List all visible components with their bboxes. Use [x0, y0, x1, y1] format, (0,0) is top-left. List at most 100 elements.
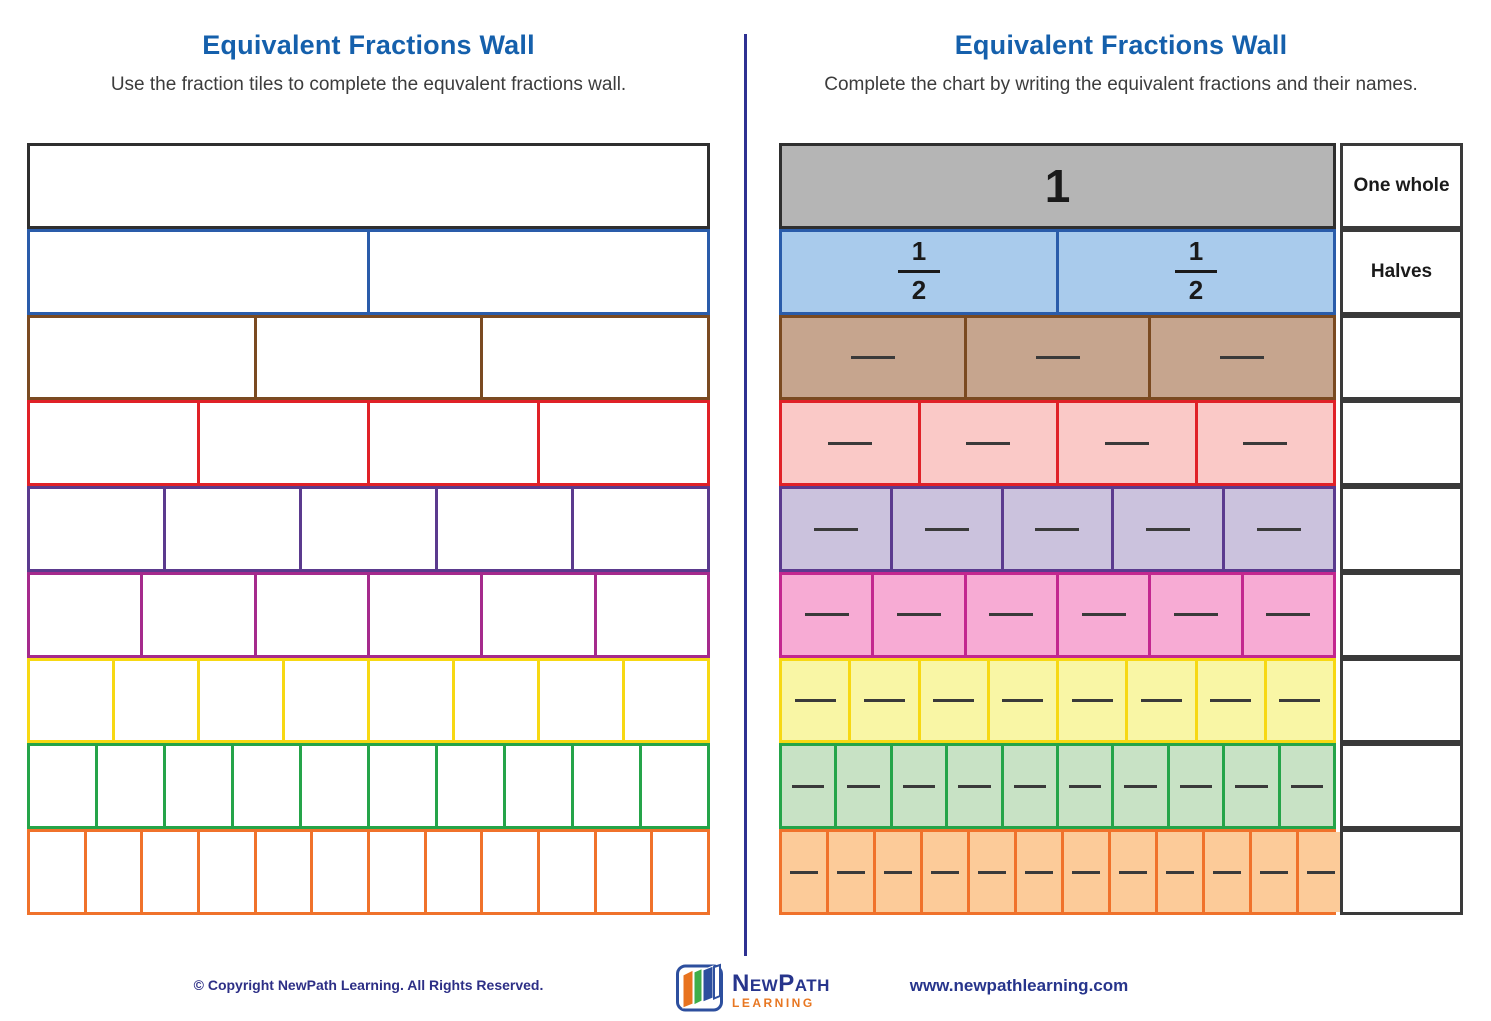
right-tenths-cell-9[interactable]: [1225, 746, 1281, 827]
blank-answer-line[interactable]: [1140, 699, 1182, 703]
right-sixths-cell-6[interactable]: [1243, 574, 1333, 655]
blank-answer-line[interactable]: [1173, 613, 1218, 617]
left-tenths-cell-4[interactable]: [234, 746, 302, 827]
blank-answer-line[interactable]: [1220, 355, 1265, 359]
left-fifths-cell-1[interactable]: [30, 489, 166, 569]
left-fifths-cell-2[interactable]: [166, 489, 302, 569]
fraction-name-box-twelfths[interactable]: [1340, 829, 1463, 916]
right-eighths-cell-1[interactable]: [782, 660, 852, 741]
left-fourths-cell-2[interactable]: [200, 403, 370, 484]
blank-answer-line[interactable]: [1002, 699, 1044, 703]
left-thirds-cell-1[interactable]: [30, 317, 257, 398]
blank-answer-line[interactable]: [1307, 870, 1335, 874]
right-tenths-cell-5[interactable]: [1003, 746, 1060, 827]
blank-answer-line[interactable]: [1081, 613, 1126, 617]
left-tenths-cell-2[interactable]: [98, 746, 166, 827]
left-eighths-cell-2[interactable]: [115, 660, 200, 741]
right-thirds-cell-2[interactable]: [966, 317, 1152, 398]
blank-answer-line[interactable]: [1235, 784, 1268, 788]
left-eighths-cell-1[interactable]: [30, 660, 115, 741]
right-twelfths-cell-6[interactable]: [1017, 832, 1064, 913]
right-sixths-cell-1[interactable]: [782, 574, 875, 655]
blank-answer-line[interactable]: [1210, 699, 1252, 703]
left-sixths-cell-6[interactable]: [597, 575, 707, 655]
left-tenths-cell-9[interactable]: [574, 746, 642, 827]
fraction-name-box-tenths[interactable]: [1340, 743, 1463, 830]
blank-answer-line[interactable]: [794, 699, 836, 703]
fraction-name-box-fourths[interactable]: [1340, 400, 1463, 487]
left-tenths-cell-5[interactable]: [302, 746, 370, 827]
blank-answer-line[interactable]: [989, 613, 1034, 617]
right-sixths-cell-4[interactable]: [1058, 574, 1152, 655]
right-twelfths-cell-5[interactable]: [970, 832, 1017, 913]
right-tenths-cell-7[interactable]: [1114, 746, 1170, 827]
right-twelfths-cell-7[interactable]: [1064, 832, 1111, 913]
blank-answer-line[interactable]: [902, 784, 936, 788]
left-twelfths-cell-4[interactable]: [200, 832, 257, 913]
left-halves-cell-1[interactable]: [30, 231, 370, 312]
left-sixths-cell-2[interactable]: [143, 574, 257, 655]
blank-answer-line[interactable]: [931, 870, 959, 874]
left-eighths-cell-6[interactable]: [455, 660, 540, 741]
right-fifths-cell-1[interactable]: [782, 489, 893, 569]
blank-answer-line[interactable]: [1104, 441, 1149, 445]
left-one-whole-cell-1[interactable]: [30, 146, 707, 226]
right-fourths-cell-4[interactable]: [1197, 403, 1333, 484]
blank-answer-line[interactable]: [1213, 870, 1241, 874]
left-twelfths-cell-9[interactable]: [483, 832, 541, 913]
right-twelfths-cell-1[interactable]: [782, 832, 829, 913]
blank-answer-line[interactable]: [1035, 527, 1080, 531]
blank-answer-line[interactable]: [1068, 784, 1102, 788]
blank-answer-line[interactable]: [933, 699, 975, 703]
blank-answer-line[interactable]: [1035, 355, 1080, 359]
blank-answer-line[interactable]: [1243, 441, 1288, 445]
left-sixths-cell-3[interactable]: [257, 574, 370, 655]
blank-answer-line[interactable]: [813, 527, 858, 531]
blank-answer-line[interactable]: [924, 527, 969, 531]
blank-answer-line[interactable]: [1290, 784, 1324, 788]
fraction-name-box-thirds[interactable]: [1340, 314, 1463, 401]
right-sixths-cell-2[interactable]: [874, 574, 967, 655]
right-tenths-cell-6[interactable]: [1059, 746, 1115, 827]
blank-answer-line[interactable]: [896, 613, 941, 617]
left-fourths-cell-3[interactable]: [370, 403, 540, 484]
left-fifths-cell-4[interactable]: [438, 489, 574, 569]
right-eighths-cell-5[interactable]: [1059, 660, 1129, 741]
left-sixths-cell-1[interactable]: [30, 574, 144, 655]
left-twelfths-cell-7[interactable]: [370, 832, 427, 913]
left-twelfths-cell-3[interactable]: [143, 832, 201, 913]
left-thirds-cell-3[interactable]: [483, 318, 707, 398]
left-eighths-cell-3[interactable]: [200, 660, 285, 741]
left-fourths-cell-4[interactable]: [540, 403, 707, 483]
right-tenths-cell-2[interactable]: [837, 746, 893, 827]
left-twelfths-cell-2[interactable]: [87, 832, 144, 913]
blank-answer-line[interactable]: [1124, 784, 1157, 788]
left-tenths-cell-8[interactable]: [506, 746, 574, 827]
blank-answer-line[interactable]: [791, 784, 825, 788]
right-fourths-cell-1[interactable]: [782, 403, 921, 484]
left-eighths-cell-7[interactable]: [540, 660, 625, 741]
blank-answer-line[interactable]: [1257, 527, 1302, 531]
blank-answer-line[interactable]: [863, 699, 905, 703]
blank-answer-line[interactable]: [804, 613, 849, 617]
fraction-name-box-eighths[interactable]: [1340, 657, 1463, 744]
left-tenths-cell-3[interactable]: [166, 746, 234, 827]
right-twelfths-cell-12[interactable]: [1299, 832, 1343, 913]
blank-answer-line[interactable]: [790, 870, 818, 874]
right-eighths-cell-2[interactable]: [851, 660, 921, 741]
fraction-name-box-sixths[interactable]: [1340, 571, 1463, 658]
left-sixths-cell-5[interactable]: [483, 574, 597, 655]
right-twelfths-cell-11[interactable]: [1252, 832, 1299, 913]
left-eighths-cell-8[interactable]: [625, 661, 707, 741]
blank-answer-line[interactable]: [1266, 613, 1311, 617]
blank-answer-line[interactable]: [1119, 870, 1147, 874]
blank-answer-line[interactable]: [827, 441, 872, 445]
blank-answer-line[interactable]: [850, 355, 895, 359]
right-tenths-cell-1[interactable]: [782, 746, 838, 827]
blank-answer-line[interactable]: [966, 441, 1011, 445]
blank-answer-line[interactable]: [1179, 784, 1213, 788]
blank-answer-line[interactable]: [1279, 699, 1321, 703]
right-twelfths-cell-8[interactable]: [1111, 832, 1158, 913]
right-thirds-cell-1[interactable]: [782, 317, 967, 398]
right-twelfths-cell-2[interactable]: [829, 832, 876, 913]
